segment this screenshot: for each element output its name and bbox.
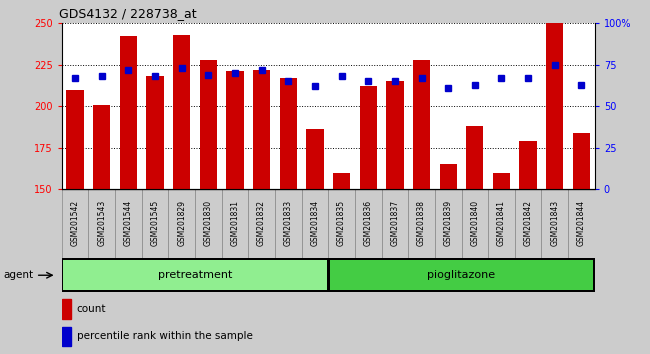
- Text: GSM201839: GSM201839: [444, 200, 452, 246]
- Bar: [328, 189, 355, 258]
- Bar: [280, 78, 297, 189]
- Bar: [146, 76, 164, 189]
- Bar: [568, 189, 595, 258]
- Bar: [519, 141, 537, 189]
- Bar: [63, 260, 327, 290]
- Text: GSM201831: GSM201831: [231, 200, 239, 246]
- Bar: [408, 189, 435, 258]
- Bar: [248, 189, 275, 258]
- Text: percentile rank within the sample: percentile rank within the sample: [77, 331, 253, 341]
- Text: GDS4132 / 228738_at: GDS4132 / 228738_at: [59, 7, 197, 21]
- Bar: [195, 189, 222, 258]
- Text: GSM201829: GSM201829: [177, 200, 186, 246]
- Bar: [435, 189, 462, 258]
- Bar: [93, 104, 110, 189]
- Bar: [573, 133, 590, 189]
- Bar: [359, 86, 377, 189]
- Bar: [541, 189, 568, 258]
- Bar: [275, 189, 302, 258]
- Bar: [120, 36, 137, 189]
- Text: GSM201835: GSM201835: [337, 200, 346, 246]
- Bar: [546, 23, 564, 189]
- Bar: [302, 189, 328, 258]
- Text: GSM201844: GSM201844: [577, 200, 586, 246]
- Bar: [115, 189, 142, 258]
- Bar: [413, 59, 430, 189]
- Bar: [222, 189, 248, 258]
- Text: GSM201838: GSM201838: [417, 200, 426, 246]
- Text: GSM201834: GSM201834: [311, 200, 319, 246]
- Text: GSM201840: GSM201840: [471, 200, 479, 246]
- Bar: [386, 81, 404, 189]
- Text: pioglitazone: pioglitazone: [428, 270, 495, 280]
- Text: GSM201545: GSM201545: [151, 200, 159, 246]
- Text: GSM201843: GSM201843: [551, 200, 559, 246]
- Bar: [200, 59, 217, 189]
- Bar: [333, 173, 350, 189]
- Text: GSM201544: GSM201544: [124, 200, 133, 246]
- Bar: [88, 189, 115, 258]
- Bar: [173, 35, 190, 189]
- Bar: [488, 189, 515, 258]
- Bar: [168, 189, 195, 258]
- Bar: [382, 189, 408, 258]
- Bar: [439, 164, 457, 189]
- Text: pretreatment: pretreatment: [158, 270, 232, 280]
- Text: GSM201830: GSM201830: [204, 200, 213, 246]
- Text: GSM201542: GSM201542: [71, 200, 79, 246]
- Bar: [62, 189, 88, 258]
- Bar: [466, 126, 484, 189]
- Text: count: count: [77, 304, 106, 314]
- Bar: [62, 327, 72, 346]
- Bar: [62, 299, 72, 319]
- Bar: [462, 189, 488, 258]
- Text: GSM201841: GSM201841: [497, 200, 506, 246]
- Bar: [66, 90, 84, 189]
- Text: GSM201833: GSM201833: [284, 200, 292, 246]
- Bar: [226, 71, 244, 189]
- Text: GSM201836: GSM201836: [364, 200, 372, 246]
- Bar: [330, 260, 593, 290]
- Text: GSM201837: GSM201837: [391, 200, 399, 246]
- Bar: [306, 130, 324, 189]
- Text: GSM201832: GSM201832: [257, 200, 266, 246]
- Text: GSM201842: GSM201842: [524, 200, 532, 246]
- Bar: [355, 189, 382, 258]
- Text: agent: agent: [3, 270, 33, 280]
- Bar: [493, 173, 510, 189]
- Bar: [253, 70, 270, 189]
- Bar: [142, 189, 168, 258]
- Bar: [515, 189, 541, 258]
- Text: GSM201543: GSM201543: [98, 200, 106, 246]
